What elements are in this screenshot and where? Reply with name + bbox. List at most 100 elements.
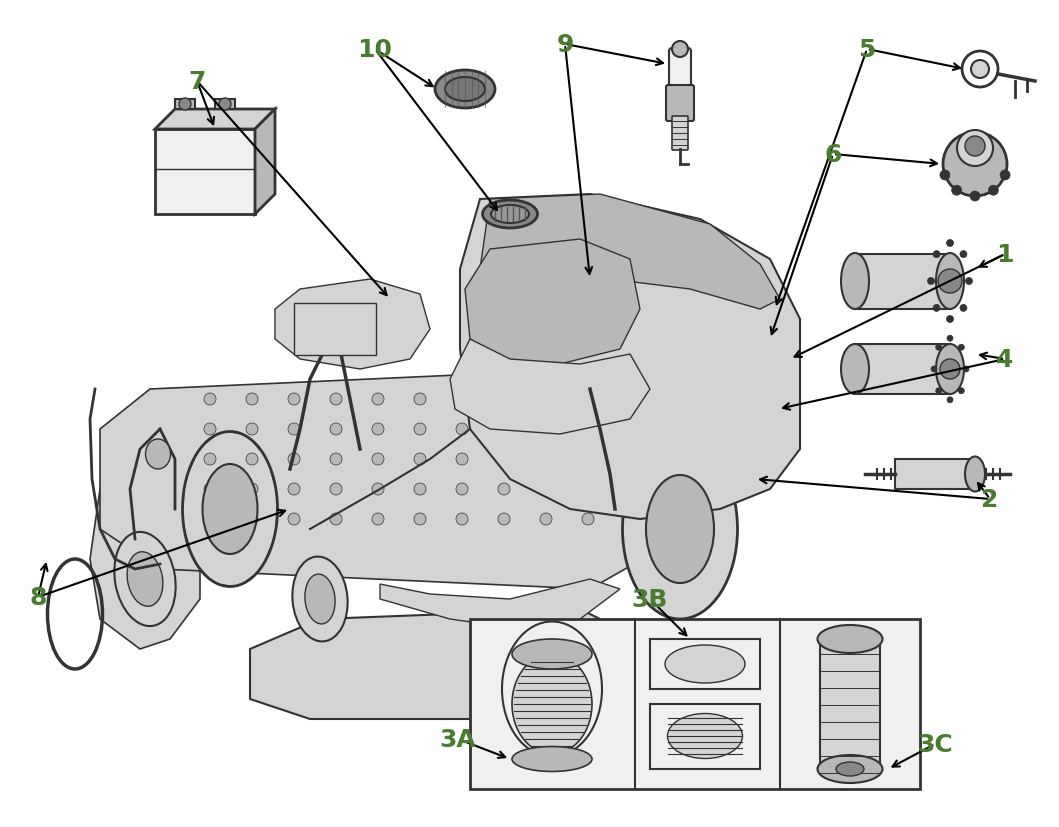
- Circle shape: [966, 278, 972, 285]
- Ellipse shape: [502, 622, 602, 757]
- Text: 4: 4: [997, 347, 1013, 371]
- Circle shape: [414, 394, 426, 405]
- Circle shape: [672, 42, 688, 58]
- Circle shape: [372, 453, 384, 466]
- Circle shape: [582, 514, 594, 525]
- Polygon shape: [100, 370, 660, 590]
- Text: 8: 8: [30, 586, 47, 609]
- Circle shape: [970, 192, 980, 202]
- FancyBboxPatch shape: [666, 86, 694, 122]
- Ellipse shape: [667, 714, 742, 758]
- Circle shape: [498, 394, 510, 405]
- Circle shape: [940, 360, 961, 380]
- Circle shape: [246, 514, 258, 525]
- Polygon shape: [250, 609, 640, 719]
- Ellipse shape: [182, 432, 277, 587]
- Polygon shape: [855, 255, 950, 309]
- Circle shape: [204, 514, 216, 525]
- Polygon shape: [460, 195, 800, 519]
- Circle shape: [330, 514, 342, 525]
- Circle shape: [498, 453, 510, 466]
- Circle shape: [947, 397, 953, 404]
- Circle shape: [959, 305, 967, 312]
- Ellipse shape: [511, 639, 592, 669]
- Ellipse shape: [483, 201, 538, 229]
- Circle shape: [204, 423, 216, 436]
- FancyBboxPatch shape: [294, 304, 376, 356]
- Circle shape: [540, 394, 552, 405]
- Circle shape: [582, 423, 594, 436]
- Polygon shape: [895, 460, 975, 490]
- Polygon shape: [380, 579, 620, 629]
- Circle shape: [963, 366, 969, 372]
- Circle shape: [179, 99, 191, 111]
- Circle shape: [372, 423, 384, 436]
- Ellipse shape: [841, 254, 869, 309]
- Polygon shape: [175, 100, 195, 110]
- Circle shape: [288, 514, 300, 525]
- Ellipse shape: [145, 439, 170, 470]
- Circle shape: [246, 394, 258, 405]
- Text: 6: 6: [824, 143, 842, 167]
- Polygon shape: [450, 340, 650, 434]
- Circle shape: [246, 484, 258, 495]
- Circle shape: [456, 423, 468, 436]
- Text: 3B: 3B: [632, 587, 668, 611]
- Polygon shape: [155, 130, 255, 215]
- Circle shape: [958, 345, 965, 351]
- Ellipse shape: [936, 254, 964, 309]
- Ellipse shape: [114, 533, 176, 626]
- Circle shape: [330, 394, 342, 405]
- Circle shape: [540, 484, 552, 495]
- Circle shape: [330, 484, 342, 495]
- Circle shape: [246, 453, 258, 466]
- Polygon shape: [465, 240, 640, 365]
- Circle shape: [288, 394, 300, 405]
- Circle shape: [959, 251, 967, 258]
- Ellipse shape: [511, 747, 592, 772]
- Polygon shape: [470, 619, 920, 789]
- Circle shape: [931, 366, 937, 372]
- Text: 7: 7: [189, 70, 205, 94]
- Polygon shape: [650, 639, 760, 689]
- Circle shape: [288, 423, 300, 436]
- Circle shape: [582, 453, 594, 466]
- Circle shape: [288, 484, 300, 495]
- Circle shape: [540, 423, 552, 436]
- Circle shape: [933, 251, 940, 258]
- Circle shape: [1000, 170, 1010, 181]
- Ellipse shape: [202, 465, 257, 554]
- Circle shape: [219, 99, 231, 111]
- Ellipse shape: [836, 762, 864, 776]
- Ellipse shape: [646, 476, 714, 583]
- Ellipse shape: [491, 206, 530, 224]
- Circle shape: [456, 394, 468, 405]
- Ellipse shape: [435, 71, 495, 109]
- Polygon shape: [215, 100, 235, 110]
- Circle shape: [952, 186, 962, 196]
- Ellipse shape: [818, 625, 882, 653]
- Circle shape: [330, 423, 342, 436]
- Circle shape: [582, 484, 594, 495]
- Ellipse shape: [936, 345, 964, 394]
- Circle shape: [414, 453, 426, 466]
- Ellipse shape: [445, 78, 485, 102]
- Ellipse shape: [623, 439, 737, 619]
- Circle shape: [372, 514, 384, 525]
- Circle shape: [204, 484, 216, 495]
- Polygon shape: [855, 345, 950, 394]
- Circle shape: [540, 514, 552, 525]
- Polygon shape: [820, 639, 880, 769]
- Circle shape: [957, 131, 993, 167]
- Circle shape: [943, 133, 1007, 197]
- Circle shape: [372, 394, 384, 405]
- Circle shape: [498, 514, 510, 525]
- Circle shape: [204, 394, 216, 405]
- Circle shape: [204, 453, 216, 466]
- Circle shape: [456, 484, 468, 495]
- Polygon shape: [650, 704, 760, 769]
- Circle shape: [330, 453, 342, 466]
- FancyBboxPatch shape: [672, 117, 688, 151]
- Text: 10: 10: [358, 38, 393, 62]
- FancyBboxPatch shape: [669, 49, 692, 93]
